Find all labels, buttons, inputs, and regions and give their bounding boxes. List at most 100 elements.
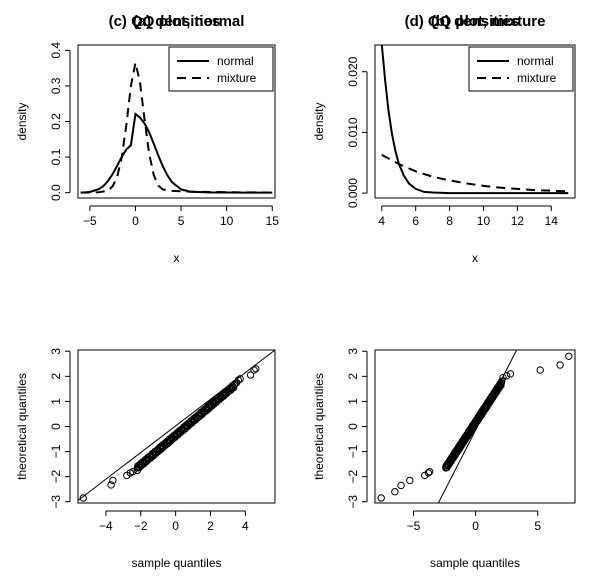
x-tick-label: 12 [511,214,525,228]
legend-label: normal [517,54,554,68]
x-tick-label: 4 [378,214,385,228]
series-line-normal [80,112,273,194]
legend-box [468,46,574,92]
x-tick-label: 8 [446,214,453,228]
x-tick-label: 10 [220,214,234,228]
y-tick-label: 0 [346,423,360,430]
x-tick-label: 6 [412,214,419,228]
data-point [425,467,434,476]
data-point [232,378,241,387]
series-line-mixture [381,154,569,193]
x-axis-title: sample quantiles [131,556,221,570]
data-point [565,352,573,360]
x-axis-title: x [472,251,478,265]
data-point [246,371,255,379]
x-axis-title: x [174,251,180,265]
chart-title: (a) densities [133,13,221,30]
x-tick-label: −4 [99,519,113,533]
y-tick-label: −2 [346,469,360,483]
x-tick-label: 2 [207,519,214,533]
data-point [129,467,137,476]
y-tick-label: 0.000 [346,178,360,208]
legend-label: mixture [217,71,257,85]
y-tick-label: 3 [49,348,63,355]
y-tick-label: −3 [49,495,63,509]
y-tick-label: 0.2 [49,113,63,130]
data-point [556,361,564,369]
data-point [498,377,506,385]
y-axis-title: density [312,102,326,140]
y-tick-label: 0.1 [49,148,63,165]
data-point [397,481,405,490]
panel-a: (a) densities −5 0 5 10 15 x 0.0 0.1 0.2 0.3 0.4 den… [15,13,279,265]
panel-d: (d) QQ plot, mixture −5 0 5 sample quantiles… [312,13,576,570]
y-tick-label: −2 [49,469,63,483]
data-point [109,476,117,485]
x-tick-label: 0 [172,519,179,533]
data-point [79,494,87,502]
x-tick-label: 0 [132,214,139,228]
y-tick-label: 0.020 [346,56,360,86]
x-tick-label: 0 [472,519,479,533]
y-tick-label: 0 [49,423,63,430]
data-point [497,381,505,389]
data-point [420,471,429,480]
plot-frame [77,44,276,199]
y-tick-label: −3 [346,495,360,509]
legend-label: normal [217,54,254,68]
y-tick-label: 2 [49,373,63,380]
series-line-normal [380,45,569,195]
x-tick-label: −5 [83,214,97,228]
legend-label: mixture [517,71,557,85]
y-tick-label: 0.4 [49,42,63,59]
x-tick-label: 10 [477,214,491,228]
data-point [377,494,385,502]
series-layer [380,45,569,195]
series-layer [78,350,275,501]
plot-frame [374,349,576,504]
y-tick-label: 1 [49,398,63,405]
y-tick-label: 0.010 [346,117,360,147]
chart-title: (d) QQ plot, mixture [405,13,546,30]
legend: normal mixture [468,46,574,92]
x-tick-label: −5 [407,519,421,533]
legend: normal mixture [168,46,274,92]
y-tick-label: −1 [346,444,360,458]
chart-title: (b) densities [431,13,519,30]
data-point [250,366,258,374]
y-tick-label: 0.0 [49,184,63,201]
x-tick-label: 5 [534,519,541,533]
panel-c: (c) QQ plot, normal −4 −2 0 2 4 sample quantil… [15,13,276,570]
y-tick-label: 0.3 [49,77,63,94]
y-tick-label: −1 [49,444,63,458]
y-axis-title: density [15,102,29,140]
data-point [424,469,433,477]
reference-line [78,350,275,501]
series-layer [80,62,273,194]
x-tick-label: 14 [545,214,559,228]
chart-title: (c) QQ plot, normal [109,13,245,30]
y-tick-label: 1 [346,398,360,405]
x-tick-label: 5 [178,214,185,228]
legend-box [168,46,274,92]
data-point [107,481,115,489]
x-tick-label: −2 [134,519,148,533]
data-point [133,466,141,475]
y-tick-label: 3 [346,348,360,355]
y-axis-title: theoretical quantiles [15,373,29,480]
data-point [506,370,515,378]
data-point [406,476,414,485]
data-point [391,488,399,496]
x-tick-label: 15 [266,214,280,228]
data-point [499,373,507,382]
data-point [252,365,260,373]
data-point [536,366,544,374]
data-point [502,372,511,380]
y-axis-title: theoretical quantiles [312,373,326,480]
x-axis-title: sample quantiles [430,556,520,570]
x-tick-label: 4 [242,519,249,533]
y-tick-label: 2 [346,373,360,380]
plot-frame [374,44,576,199]
plot-frame [77,349,276,504]
